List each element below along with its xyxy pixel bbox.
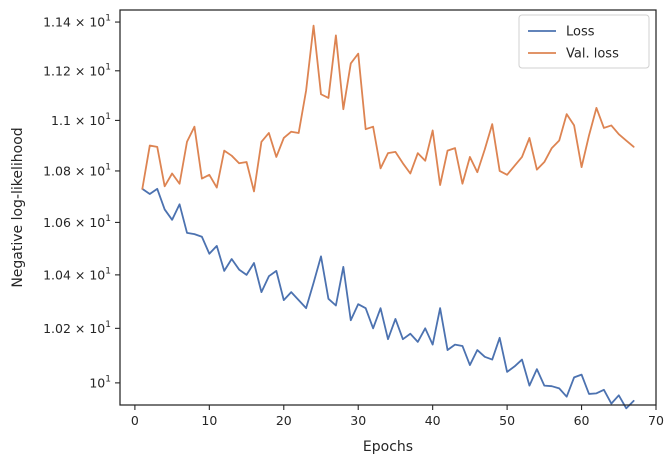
y-tick-label: 1.04 × 101 (43, 266, 111, 282)
y-axis-label: Negative log-likelihood (10, 127, 26, 287)
x-tick-label: 0 (131, 413, 139, 428)
y-tick-label: 1.08 × 101 (43, 162, 111, 178)
x-tick-label: 20 (276, 413, 292, 428)
x-tick-label: 50 (499, 413, 515, 428)
plot-frame (119, 9, 657, 406)
legend: Loss Val. loss (518, 14, 650, 69)
legend-label-loss: Loss (566, 25, 595, 40)
y-tick-label: 1.1 × 101 (51, 112, 111, 128)
legend-label-val-loss: Val. loss (566, 47, 619, 62)
x-tick-label: 10 (201, 413, 217, 428)
y-tick-label: 1.14 × 101 (43, 14, 111, 30)
series-line-0 (141, 187, 635, 410)
x-axis: 0 10 20 30 40 50 60 70 (131, 405, 664, 428)
y-tick-label: 1.12 × 101 (43, 62, 111, 78)
x-axis-label: Epochs (363, 439, 413, 455)
legend-box (518, 14, 650, 69)
series-lines (141, 24, 635, 410)
y-tick-label: 101 (89, 374, 111, 390)
y-tick-label: 1.06 × 101 (43, 214, 111, 230)
series-line-1 (141, 24, 635, 193)
x-tick-label: 60 (574, 413, 590, 428)
x-tick-label: 70 (648, 413, 664, 428)
y-tick-label: 1.02 × 101 (43, 320, 111, 336)
y-axis: 101 1.02 × 101 1.04 × 101 1.06 × 101 1.08 × … (43, 14, 120, 390)
x-tick-label: 40 (425, 413, 441, 428)
x-tick-label: 30 (350, 413, 366, 428)
